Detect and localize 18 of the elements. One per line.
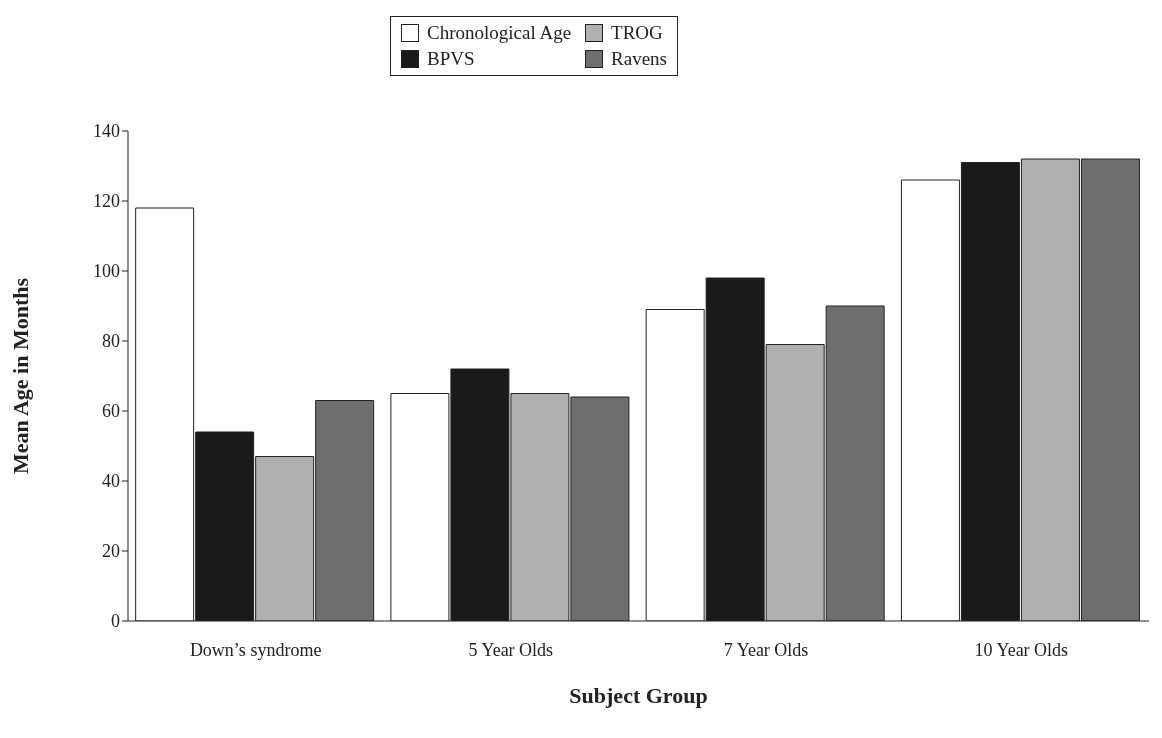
- x-tick-label: 5 Year Olds: [468, 639, 554, 660]
- y-tick-label: 80: [102, 331, 120, 352]
- legend-label: TROG: [611, 22, 663, 44]
- y-axis-title: Mean Age in Months: [7, 277, 33, 475]
- y-tick-label: 140: [93, 121, 120, 142]
- y-tick-label: 20: [102, 541, 120, 562]
- x-tick-label: 10 Year Olds: [974, 639, 1069, 660]
- y-tick-label: 100: [93, 261, 120, 282]
- y-tick-label: 60: [102, 401, 120, 422]
- x-axis-title: Subject Group: [569, 683, 708, 708]
- legend-label: Ravens: [611, 48, 667, 70]
- x-tick-label: Down’s syndrome: [189, 639, 322, 660]
- legend-label: Chronological Age: [427, 22, 572, 44]
- y-tick-label: 40: [102, 471, 120, 492]
- x-tick-label: 7 Year Olds: [723, 639, 809, 660]
- legend-label: BPVS: [427, 48, 475, 70]
- y-tick-label: 0: [111, 611, 120, 632]
- y-tick-label: 120: [93, 191, 120, 212]
